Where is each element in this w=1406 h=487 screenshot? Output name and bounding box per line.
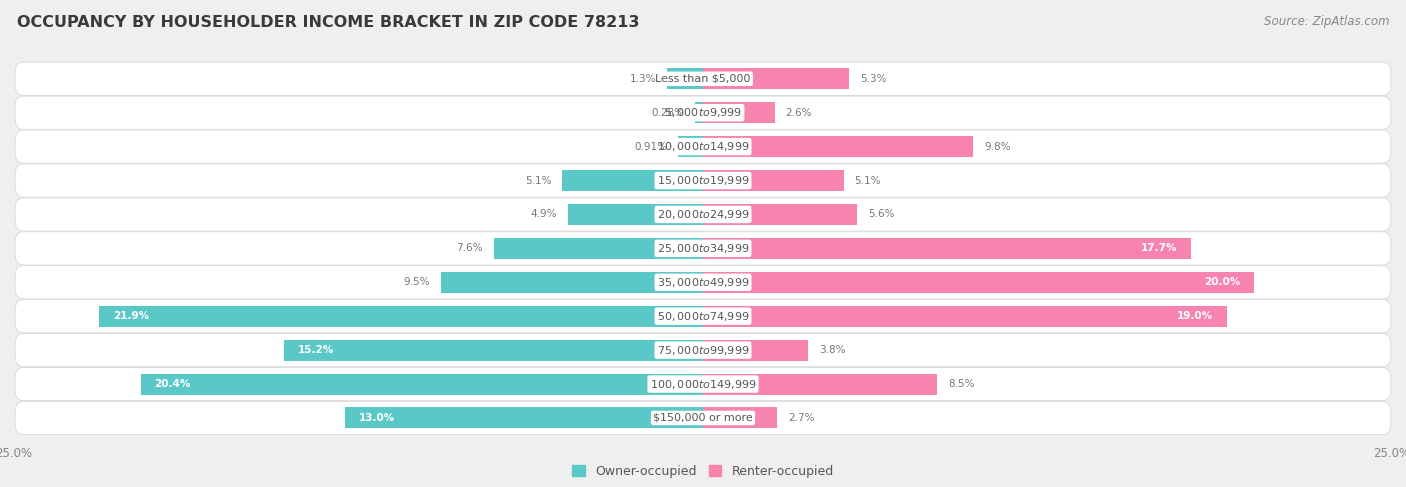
FancyBboxPatch shape (15, 266, 1391, 299)
Text: 5.6%: 5.6% (869, 209, 894, 220)
Legend: Owner-occupied, Renter-occupied: Owner-occupied, Renter-occupied (572, 465, 834, 478)
Bar (696, 102, 703, 123)
Text: $100,000 to $149,999: $100,000 to $149,999 (650, 377, 756, 391)
Text: 17.7%: 17.7% (1140, 244, 1177, 253)
Bar (703, 374, 938, 394)
Bar (344, 408, 703, 429)
Bar (703, 170, 844, 191)
Bar (678, 136, 703, 157)
Bar (141, 374, 703, 394)
Text: $5,000 to $9,999: $5,000 to $9,999 (664, 106, 742, 119)
Text: 7.6%: 7.6% (456, 244, 482, 253)
Text: 1.3%: 1.3% (630, 74, 657, 84)
Bar (441, 272, 703, 293)
Text: $50,000 to $74,999: $50,000 to $74,999 (657, 310, 749, 323)
Text: 19.0%: 19.0% (1177, 311, 1213, 321)
Text: $75,000 to $99,999: $75,000 to $99,999 (657, 344, 749, 356)
Text: 8.5%: 8.5% (948, 379, 974, 389)
Bar (100, 306, 703, 327)
Text: 20.0%: 20.0% (1204, 277, 1240, 287)
Text: $25,000 to $34,999: $25,000 to $34,999 (657, 242, 749, 255)
Text: $35,000 to $49,999: $35,000 to $49,999 (657, 276, 749, 289)
Text: 2.7%: 2.7% (789, 413, 815, 423)
Text: 13.0%: 13.0% (359, 413, 395, 423)
FancyBboxPatch shape (15, 164, 1391, 197)
Bar (703, 238, 1191, 259)
Bar (562, 170, 703, 191)
Bar (284, 339, 703, 361)
FancyBboxPatch shape (15, 130, 1391, 163)
FancyBboxPatch shape (15, 96, 1391, 130)
Bar (703, 204, 858, 225)
Bar (703, 102, 775, 123)
Text: 15.2%: 15.2% (298, 345, 335, 355)
Bar (703, 306, 1226, 327)
Text: $150,000 or more: $150,000 or more (654, 413, 752, 423)
FancyBboxPatch shape (15, 232, 1391, 265)
Text: 5.3%: 5.3% (860, 74, 887, 84)
FancyBboxPatch shape (15, 367, 1391, 401)
FancyBboxPatch shape (15, 334, 1391, 367)
Text: Source: ZipAtlas.com: Source: ZipAtlas.com (1264, 15, 1389, 28)
Bar (668, 68, 703, 89)
Bar (703, 136, 973, 157)
Text: $15,000 to $19,999: $15,000 to $19,999 (657, 174, 749, 187)
Bar (703, 408, 778, 429)
FancyBboxPatch shape (15, 62, 1391, 95)
Text: 9.5%: 9.5% (404, 277, 430, 287)
Text: 9.8%: 9.8% (984, 142, 1011, 151)
Bar (703, 272, 1254, 293)
Bar (703, 339, 807, 361)
Text: $10,000 to $14,999: $10,000 to $14,999 (657, 140, 749, 153)
FancyBboxPatch shape (15, 198, 1391, 231)
Text: Less than $5,000: Less than $5,000 (655, 74, 751, 84)
Bar (568, 204, 703, 225)
Text: 21.9%: 21.9% (114, 311, 149, 321)
Text: 0.91%: 0.91% (634, 142, 666, 151)
Bar (494, 238, 703, 259)
Text: $20,000 to $24,999: $20,000 to $24,999 (657, 208, 749, 221)
Text: 2.6%: 2.6% (786, 108, 813, 118)
Text: 3.8%: 3.8% (818, 345, 845, 355)
Text: OCCUPANCY BY HOUSEHOLDER INCOME BRACKET IN ZIP CODE 78213: OCCUPANCY BY HOUSEHOLDER INCOME BRACKET … (17, 15, 640, 30)
Text: 5.1%: 5.1% (524, 175, 551, 186)
Text: 20.4%: 20.4% (155, 379, 191, 389)
Bar (703, 68, 849, 89)
Text: 0.28%: 0.28% (651, 108, 685, 118)
FancyBboxPatch shape (15, 401, 1391, 434)
Text: 4.9%: 4.9% (530, 209, 557, 220)
FancyBboxPatch shape (15, 300, 1391, 333)
Text: 5.1%: 5.1% (855, 175, 882, 186)
